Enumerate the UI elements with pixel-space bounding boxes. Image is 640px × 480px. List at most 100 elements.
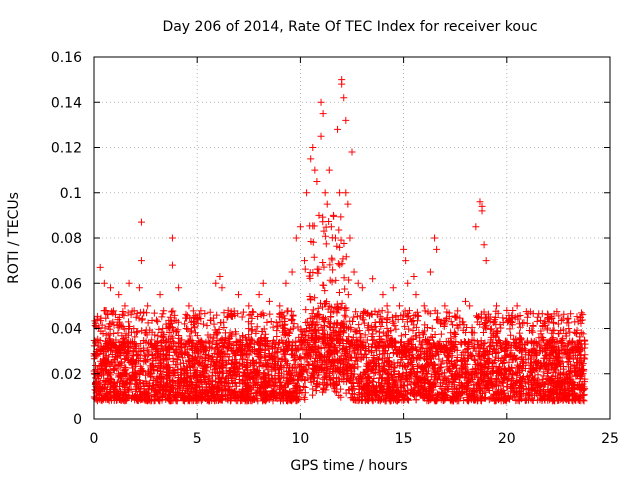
data-point bbox=[579, 330, 587, 338]
data-point bbox=[415, 361, 423, 369]
data-point bbox=[309, 391, 317, 399]
data-point bbox=[154, 318, 162, 326]
data-point bbox=[569, 355, 577, 363]
data-point bbox=[534, 371, 542, 379]
data-point bbox=[310, 253, 318, 261]
data-point bbox=[437, 330, 445, 338]
data-point bbox=[106, 376, 114, 384]
data-point bbox=[328, 278, 336, 286]
data-point bbox=[428, 324, 436, 332]
data-point bbox=[397, 358, 405, 366]
data-point bbox=[414, 363, 422, 371]
data-point bbox=[369, 378, 377, 386]
data-point bbox=[334, 260, 342, 268]
data-point bbox=[476, 361, 484, 369]
data-point bbox=[326, 276, 334, 284]
data-point bbox=[352, 308, 360, 316]
data-point bbox=[169, 338, 177, 346]
data-point bbox=[160, 307, 168, 315]
data-point bbox=[326, 375, 334, 383]
data-point bbox=[158, 313, 166, 321]
data-point bbox=[268, 364, 276, 372]
data-point bbox=[412, 396, 420, 404]
data-point bbox=[577, 309, 585, 317]
data-point bbox=[206, 308, 214, 316]
data-point bbox=[516, 329, 524, 337]
data-point bbox=[533, 317, 541, 325]
data-point bbox=[203, 322, 211, 330]
data-point bbox=[152, 316, 160, 324]
data-point bbox=[266, 310, 274, 318]
data-point bbox=[312, 387, 320, 395]
data-point bbox=[189, 307, 197, 315]
data-point bbox=[211, 362, 219, 370]
grid-lines bbox=[94, 57, 610, 419]
data-point bbox=[345, 333, 353, 341]
data-point bbox=[415, 353, 423, 361]
data-point bbox=[507, 331, 515, 339]
data-point bbox=[270, 382, 278, 390]
data-point bbox=[338, 299, 346, 307]
data-point bbox=[520, 319, 528, 327]
data-point bbox=[238, 313, 246, 321]
data-point bbox=[168, 308, 176, 316]
data-point bbox=[566, 328, 574, 336]
data-point bbox=[572, 372, 580, 380]
data-point bbox=[413, 346, 421, 354]
data-point bbox=[148, 350, 156, 358]
data-point bbox=[529, 328, 537, 336]
data-point bbox=[171, 311, 179, 319]
data-point bbox=[269, 323, 277, 331]
data-point bbox=[179, 354, 187, 362]
data-point bbox=[350, 313, 358, 321]
data-point bbox=[263, 318, 271, 326]
data-point bbox=[412, 347, 420, 355]
data-point bbox=[376, 350, 384, 358]
data-point bbox=[449, 321, 457, 329]
data-point bbox=[213, 311, 221, 319]
data-point bbox=[384, 308, 392, 316]
data-point bbox=[540, 386, 548, 394]
data-point bbox=[436, 382, 444, 390]
data-point bbox=[300, 383, 308, 391]
data-point bbox=[125, 318, 133, 326]
data-point bbox=[369, 340, 377, 348]
data-point bbox=[209, 368, 217, 376]
data-point bbox=[521, 365, 529, 373]
data-point bbox=[528, 372, 536, 380]
data-point bbox=[140, 351, 148, 359]
data-point bbox=[524, 385, 532, 393]
data-point bbox=[159, 310, 167, 318]
data-point bbox=[355, 321, 363, 329]
data-point bbox=[322, 240, 330, 248]
data-point bbox=[121, 355, 129, 363]
data-point bbox=[266, 355, 274, 363]
data-point bbox=[321, 232, 329, 240]
data-point bbox=[210, 320, 218, 328]
data-point bbox=[447, 318, 455, 326]
data-point bbox=[342, 313, 350, 321]
data-point bbox=[236, 372, 244, 380]
data-point bbox=[273, 348, 281, 356]
data-point bbox=[319, 213, 327, 221]
data-point bbox=[301, 265, 309, 273]
data-point bbox=[295, 354, 303, 362]
data-point bbox=[159, 325, 167, 333]
data-point bbox=[287, 307, 295, 315]
data-points bbox=[90, 76, 589, 405]
data-point bbox=[288, 316, 296, 324]
data-point bbox=[498, 360, 506, 368]
data-point bbox=[353, 357, 361, 365]
data-point bbox=[292, 356, 300, 364]
data-point bbox=[196, 353, 204, 361]
data-point bbox=[138, 315, 146, 323]
data-point bbox=[559, 315, 567, 323]
data-point bbox=[335, 226, 343, 234]
data-point bbox=[169, 307, 177, 315]
data-point bbox=[580, 354, 588, 362]
data-point bbox=[319, 259, 327, 267]
data-point bbox=[344, 291, 352, 299]
data-point bbox=[461, 339, 469, 347]
data-point bbox=[337, 213, 345, 221]
data-point bbox=[341, 285, 349, 293]
